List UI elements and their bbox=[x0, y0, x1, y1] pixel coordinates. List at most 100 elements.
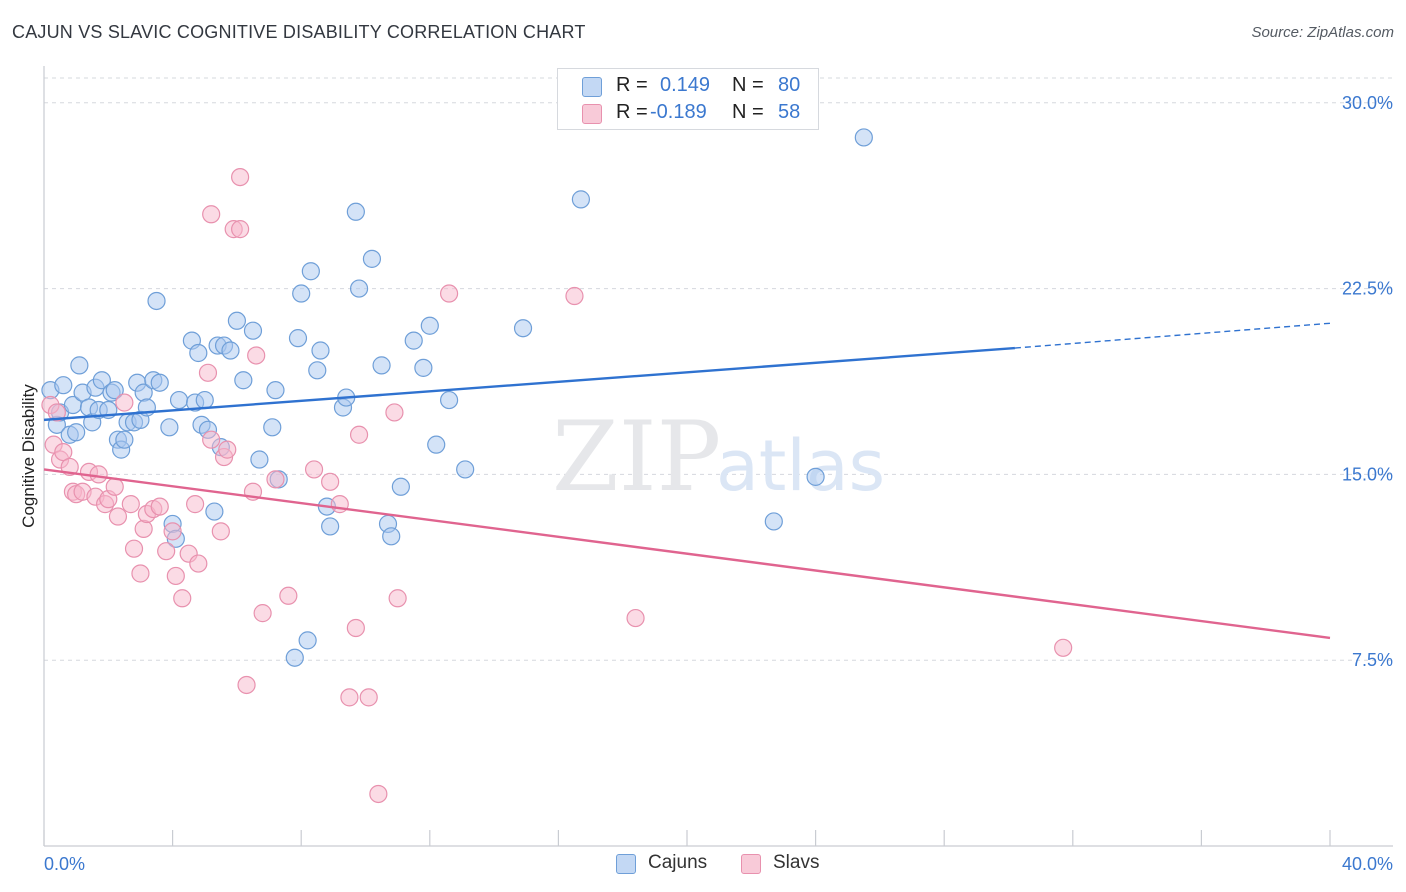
cajun-point bbox=[285, 648, 304, 667]
legend-label: Cajuns bbox=[648, 852, 708, 873]
cajun-point bbox=[105, 381, 124, 400]
slav-point bbox=[131, 564, 150, 583]
r-value: -0.189 bbox=[650, 101, 707, 123]
y-tick-label: 15.0% bbox=[1342, 464, 1393, 484]
cajun-point bbox=[227, 311, 246, 330]
cajun-point bbox=[263, 418, 282, 437]
data-points bbox=[41, 128, 1073, 804]
r-label: R = bbox=[616, 101, 648, 123]
cajun-point bbox=[391, 477, 410, 496]
slav-point bbox=[134, 519, 153, 538]
cajun-point bbox=[292, 284, 311, 303]
cajun-point bbox=[382, 527, 401, 546]
slavs-swatch bbox=[741, 854, 761, 874]
cajun-point bbox=[372, 356, 391, 375]
slav-point bbox=[166, 566, 185, 586]
cajun-point bbox=[404, 331, 423, 350]
slav-point bbox=[279, 586, 298, 605]
cajun-point bbox=[67, 423, 86, 442]
cajun-trend-line bbox=[43, 346, 1016, 422]
legend-label: Slavs bbox=[773, 852, 820, 873]
legend-item-cajuns: Cajuns bbox=[616, 852, 726, 876]
slav-point bbox=[124, 539, 144, 558]
n-value: 58 bbox=[778, 101, 801, 123]
cajun-point bbox=[308, 361, 327, 380]
cajun-point bbox=[147, 291, 166, 311]
slav-point bbox=[218, 440, 237, 459]
r-value: 0.149 bbox=[660, 74, 711, 96]
slav-point bbox=[89, 465, 108, 484]
slav-trend-line bbox=[43, 468, 1331, 640]
cajun-point bbox=[301, 262, 320, 281]
n-value: 80 bbox=[778, 74, 801, 96]
y-tick-label: 7.5% bbox=[1352, 650, 1393, 670]
cajun-point bbox=[311, 341, 330, 360]
slav-point bbox=[266, 470, 285, 489]
cajun-point bbox=[456, 460, 475, 479]
cajun-point bbox=[115, 430, 134, 449]
n-label: N = bbox=[732, 101, 764, 123]
watermark-zip: ZIP bbox=[552, 401, 721, 513]
slav-point bbox=[150, 497, 169, 516]
cajun-point bbox=[189, 343, 208, 363]
slav-point bbox=[304, 460, 324, 479]
slav-point bbox=[626, 608, 645, 628]
slav-point bbox=[47, 403, 66, 422]
slav-point bbox=[189, 554, 208, 573]
slav-point bbox=[186, 495, 205, 514]
source-label: Source: ZipAtlas.com bbox=[1251, 24, 1394, 41]
slav-point bbox=[1054, 638, 1073, 657]
cajun-point bbox=[169, 390, 189, 410]
slav-point bbox=[247, 346, 266, 365]
slav-point bbox=[439, 284, 459, 303]
slav-point bbox=[105, 477, 124, 496]
cajun-point bbox=[234, 371, 253, 390]
slav-point bbox=[163, 522, 182, 541]
cajun-point bbox=[427, 435, 446, 454]
cajun-point bbox=[266, 381, 285, 400]
slav-point bbox=[369, 784, 388, 804]
tick-labels: 7.5% 15.0% 22.5% 30.0% 0.0% 40.0% bbox=[43, 93, 1393, 874]
slav-point bbox=[346, 618, 365, 638]
cajun-point bbox=[150, 373, 169, 392]
cajun-point bbox=[288, 329, 308, 348]
cajun-trend-extension bbox=[1014, 322, 1331, 349]
x-tick-label-start: 0.0% bbox=[44, 854, 85, 874]
slav-point bbox=[202, 430, 221, 449]
cajun-point bbox=[420, 316, 439, 335]
cajun-point bbox=[205, 502, 224, 521]
slav-point bbox=[108, 507, 128, 526]
cajun-point bbox=[54, 376, 73, 395]
slav-point bbox=[173, 589, 192, 608]
slav-point bbox=[121, 495, 140, 514]
slav-point bbox=[211, 522, 230, 541]
slav-point bbox=[231, 220, 250, 239]
cajun-point bbox=[250, 450, 269, 469]
correlation-legend: R = 0.149 N = 80 R = -0.189 N = 58 bbox=[557, 68, 819, 130]
cajun-point bbox=[321, 517, 340, 536]
slav-point bbox=[231, 167, 250, 187]
slav-point bbox=[349, 425, 369, 444]
cajun-point bbox=[346, 202, 365, 221]
cajun-point bbox=[349, 279, 369, 298]
slav-point bbox=[198, 363, 218, 382]
slav-point bbox=[340, 688, 359, 707]
slav-point bbox=[321, 472, 340, 491]
cajun-point bbox=[571, 190, 591, 209]
axes bbox=[43, 66, 1393, 847]
slav-point bbox=[237, 675, 256, 695]
x-tick-label-end: 40.0% bbox=[1342, 854, 1393, 874]
y-tick-label: 30.0% bbox=[1342, 93, 1393, 113]
cajun-point bbox=[243, 321, 263, 340]
n-label: N = bbox=[732, 74, 764, 96]
cajun-point bbox=[221, 341, 240, 360]
slav-point bbox=[202, 205, 221, 224]
trend-lines bbox=[43, 322, 1331, 640]
legend-item-slavs: Slavs bbox=[741, 852, 841, 876]
cajuns-swatch bbox=[582, 77, 602, 97]
slav-point bbox=[388, 589, 407, 608]
slavs-swatch bbox=[582, 104, 602, 124]
cajun-point bbox=[513, 319, 533, 338]
slav-point bbox=[157, 542, 176, 561]
